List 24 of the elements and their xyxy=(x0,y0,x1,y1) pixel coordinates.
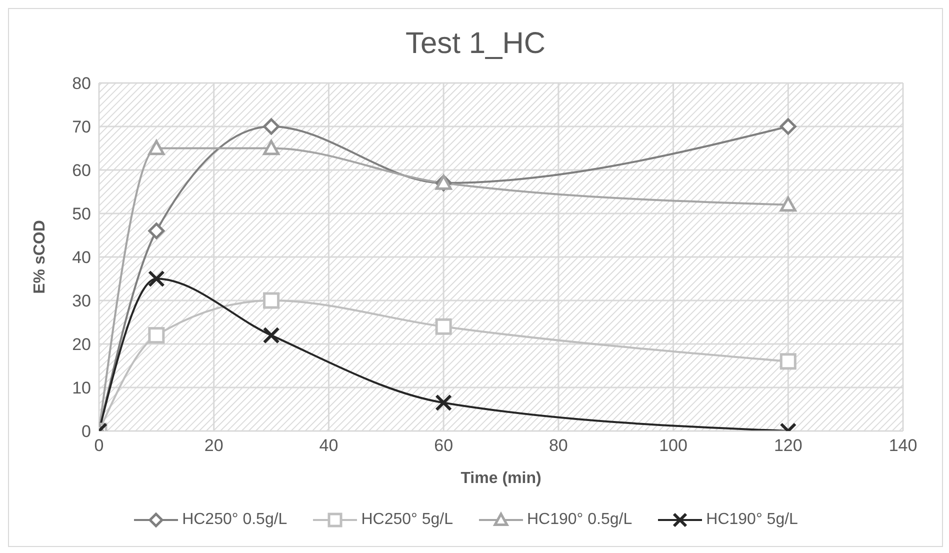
x-tick-label: 100 xyxy=(659,436,688,456)
y-tick-label: 40 xyxy=(72,248,91,268)
y-tick-label: 10 xyxy=(72,378,91,398)
y-tick-label: 70 xyxy=(72,118,91,137)
y-axis-title: E% sCOD xyxy=(32,220,49,294)
x-tick-label: 80 xyxy=(548,436,568,456)
y-tick-label: 80 xyxy=(72,74,91,94)
y-tick-label: 0 xyxy=(82,422,91,442)
x-tick-label: 40 xyxy=(319,436,338,456)
x-tick-label: 60 xyxy=(434,436,454,456)
legend-label: HC250° 0.5g/L xyxy=(182,511,288,529)
x-tick-label: 140 xyxy=(888,436,918,456)
y-tick-label: 20 xyxy=(72,335,91,354)
x-tick-label: 20 xyxy=(204,436,224,456)
legend-label: HC250° 5g/L xyxy=(361,511,453,529)
x-tick-label: 120 xyxy=(774,436,802,456)
y-tick-label: 60 xyxy=(72,161,91,180)
chart-title: Test 1_HC xyxy=(404,27,547,62)
legend-label: HC190° 0.5g/L xyxy=(527,511,632,529)
x-tick-label: 0 xyxy=(94,436,104,456)
y-tick-label: 30 xyxy=(72,292,91,311)
y-tick-label: 50 xyxy=(72,204,91,224)
x-axis-title: Time (min) xyxy=(460,470,542,487)
legend-label: HC190° 5g/L xyxy=(706,511,798,529)
